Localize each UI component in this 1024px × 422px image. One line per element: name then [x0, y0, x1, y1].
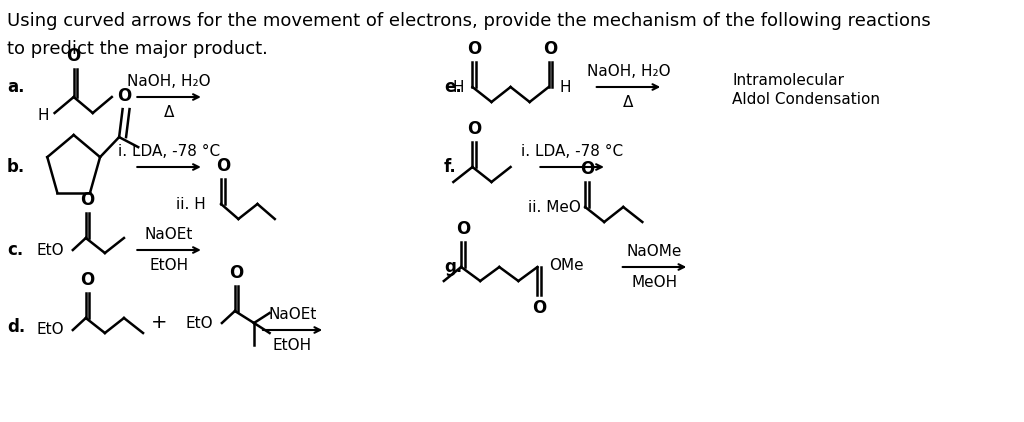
Text: ii. H: ii. H: [176, 197, 206, 211]
Text: O: O: [532, 299, 546, 317]
Text: f.: f.: [443, 158, 457, 176]
Text: EtO: EtO: [185, 316, 213, 330]
Text: O: O: [544, 40, 558, 58]
Text: O: O: [456, 220, 470, 238]
Text: to predict the major product.: to predict the major product.: [7, 40, 268, 58]
Text: Using curved arrows for the movement of electrons, provide the mechanism of the : Using curved arrows for the movement of …: [7, 12, 931, 30]
Text: O: O: [81, 191, 94, 209]
Text: EtOH: EtOH: [273, 338, 312, 353]
Text: O: O: [229, 264, 244, 282]
Text: O: O: [67, 47, 81, 65]
Text: NaOH, H₂O: NaOH, H₂O: [587, 64, 671, 79]
Text: O: O: [216, 157, 230, 175]
Text: e.: e.: [443, 78, 462, 96]
Text: O: O: [467, 120, 481, 138]
Text: NaOEt: NaOEt: [144, 227, 194, 242]
Text: i. LDA, -78 °C: i. LDA, -78 °C: [521, 144, 624, 159]
Text: O: O: [580, 160, 594, 178]
Text: a.: a.: [7, 78, 25, 96]
Text: O: O: [81, 271, 94, 289]
Text: NaOMe: NaOMe: [627, 244, 682, 259]
Text: Δ: Δ: [624, 95, 634, 110]
Text: O: O: [117, 87, 131, 105]
Text: g.: g.: [443, 258, 462, 276]
Text: b.: b.: [7, 158, 26, 176]
Text: H: H: [559, 79, 570, 95]
Text: i. LDA, -78 °C: i. LDA, -78 °C: [118, 144, 220, 159]
Text: ii. MeO: ii. MeO: [528, 200, 581, 214]
Text: NaOH, H₂O: NaOH, H₂O: [127, 74, 211, 89]
Text: c.: c.: [7, 241, 24, 259]
Text: NaOEt: NaOEt: [268, 307, 316, 322]
Text: EtOH: EtOH: [150, 258, 188, 273]
Text: O: O: [467, 40, 481, 58]
Text: d.: d.: [7, 318, 26, 336]
Text: Aldol Condensation: Aldol Condensation: [732, 92, 881, 108]
Text: Δ: Δ: [164, 105, 174, 120]
Text: MeOH: MeOH: [632, 275, 678, 290]
Text: OMe: OMe: [550, 257, 585, 273]
Text: H: H: [38, 108, 49, 122]
Text: EtO: EtO: [37, 322, 65, 338]
Text: EtO: EtO: [37, 243, 65, 257]
Text: +: +: [152, 314, 168, 333]
Text: Intramolecular: Intramolecular: [732, 73, 845, 87]
Text: H: H: [453, 79, 464, 95]
